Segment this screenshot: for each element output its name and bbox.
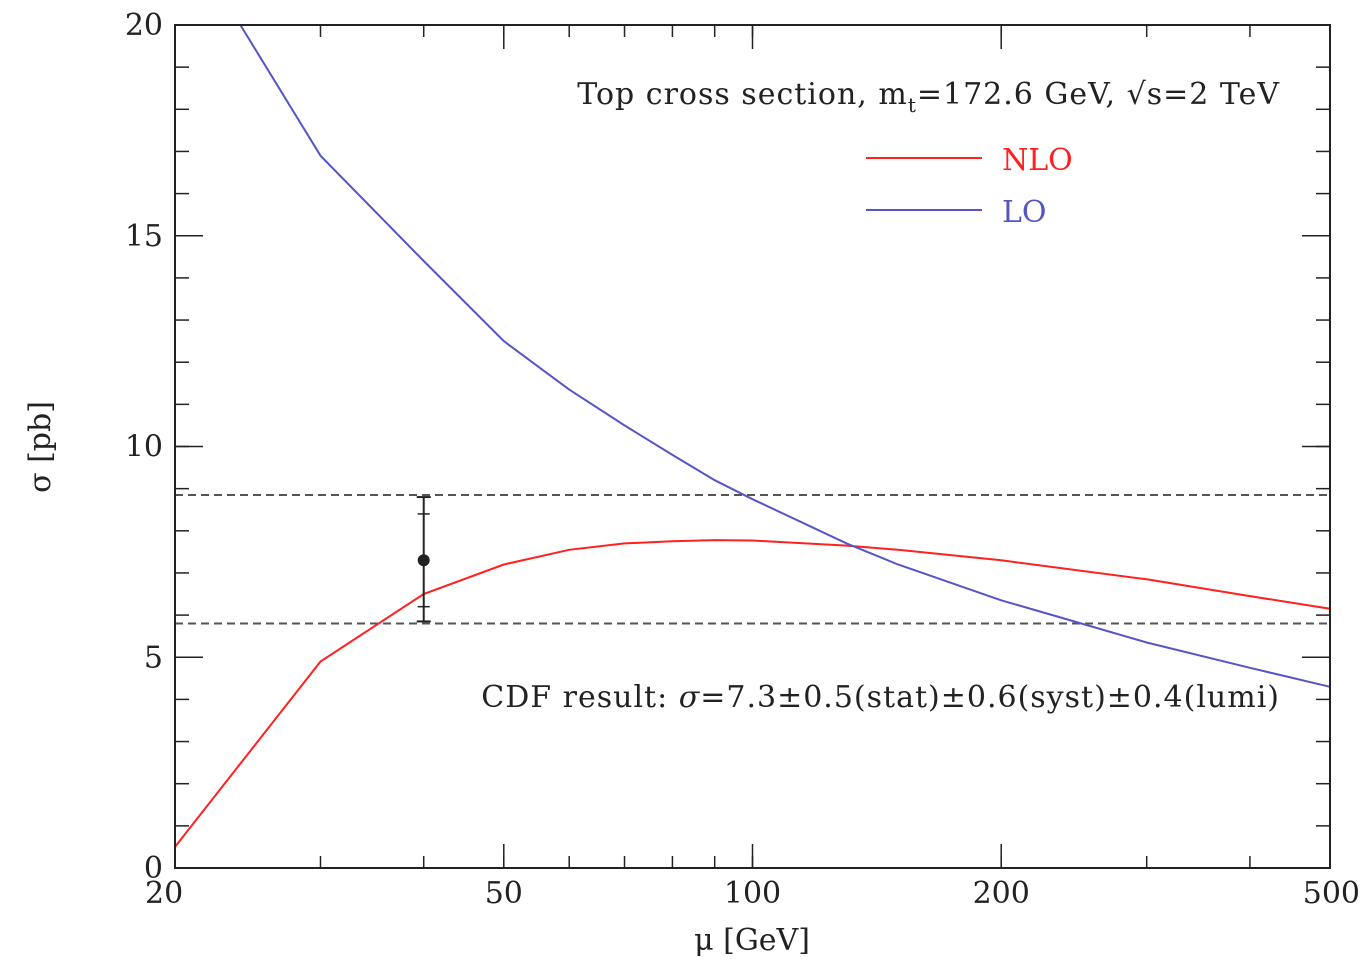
- cdf-annotation: CDF result: σ=7.3±0.5(stat)±0.6(syst)±0.…: [481, 680, 1280, 715]
- plot-frame: [174, 24, 1331, 869]
- cdf-error-bar: [416, 496, 431, 623]
- y-tick-label: 15: [125, 219, 163, 254]
- legend: NLO LO: [866, 143, 1073, 230]
- x-tick-label: 50: [485, 876, 523, 911]
- y-axis-title: σ [pb]: [23, 401, 58, 493]
- cdf-band: [175, 493, 1330, 625]
- axis-minor-ticks: [174, 24, 1331, 869]
- series-line-lo: [239, 24, 1331, 688]
- series-line-nlo: [174, 539, 1331, 848]
- y-tick-labels: 0 5 10 15 20: [125, 8, 163, 886]
- legend-label-nlo: NLO: [1002, 143, 1073, 178]
- y-tick-label: 5: [144, 640, 163, 675]
- y-tick-label: 20: [125, 8, 163, 43]
- x-axis-title: μ [GeV]: [694, 923, 810, 958]
- x-tick-label: 20: [145, 876, 183, 911]
- x-tick-labels: 20 50 100 200 500: [145, 876, 1360, 911]
- chart-title: Top cross section, mt=172.6 GeV, √s=2 Te…: [577, 77, 1280, 117]
- legend-label-lo: LO: [1002, 195, 1047, 230]
- series-lines: [174, 24, 1331, 848]
- y-tick-label: 10: [125, 430, 163, 465]
- x-tick-label: 200: [973, 876, 1030, 911]
- cdf-data-point: [417, 554, 430, 567]
- x-tick-label: 500: [1303, 876, 1360, 911]
- y-tick-label: 0: [144, 851, 163, 886]
- axis-major-ticks: [174, 24, 1331, 869]
- x-tick-label: 100: [724, 876, 781, 911]
